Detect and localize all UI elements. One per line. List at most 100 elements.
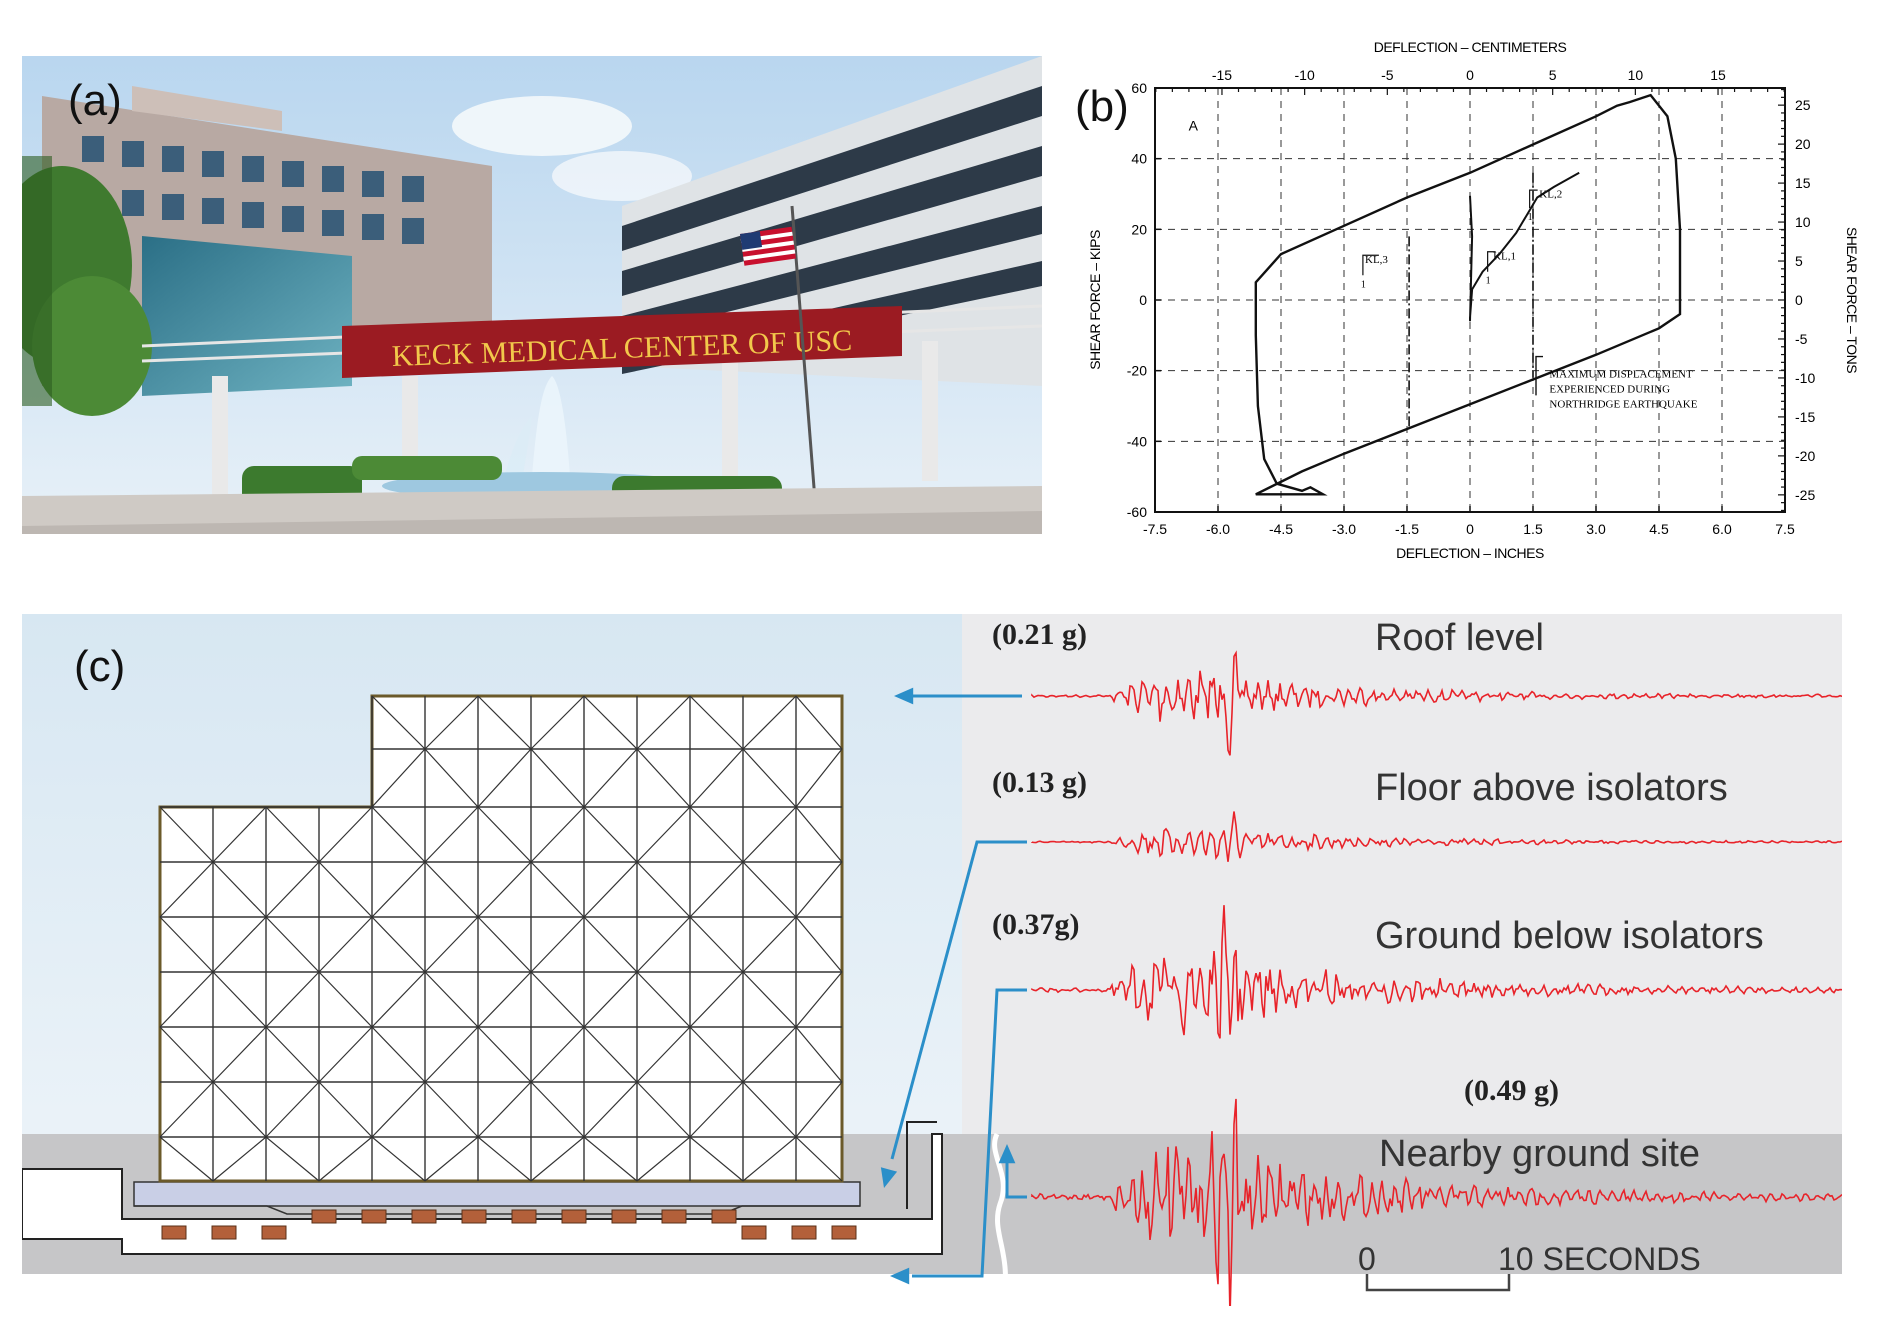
brace xyxy=(424,1136,479,1182)
brace xyxy=(636,971,691,1028)
x2-tick-label: -15 xyxy=(1212,67,1232,83)
y-tick-label: -20 xyxy=(1127,363,1147,379)
brace xyxy=(212,806,267,863)
trace-peak-ground-below: (0.37g) xyxy=(992,908,1079,941)
y2-tick-label: 10 xyxy=(1795,214,1811,230)
nearby-site-arrow xyxy=(1005,1162,1027,1199)
x2-tick-label: -10 xyxy=(1295,67,1315,83)
brace xyxy=(742,1136,797,1182)
brace xyxy=(371,695,426,750)
brace xyxy=(636,1136,691,1182)
brace xyxy=(583,1136,638,1182)
chart-ticks: -7.5 -6.0 -4.5 -3.0 -1.5 0 1.5 3.0 4.5 6.0 7.5 -60 -… xyxy=(1127,67,1816,537)
x2-tick-label: -5 xyxy=(1381,67,1394,83)
brace xyxy=(265,971,320,1028)
k-l1-label: KL,1 xyxy=(1493,250,1516,262)
brace xyxy=(424,1026,479,1083)
arrow-head xyxy=(880,1167,898,1188)
isolator-bearing xyxy=(611,1209,637,1224)
brace xyxy=(795,1136,843,1182)
brace xyxy=(424,916,479,973)
brace xyxy=(583,1081,638,1138)
sign-board xyxy=(342,306,902,378)
ground-crack xyxy=(992,1132,1008,1306)
brace xyxy=(636,1081,691,1138)
x-tick-label: 3.0 xyxy=(1586,521,1606,537)
y2-tick-label: 5 xyxy=(1795,253,1803,269)
brace xyxy=(795,1081,843,1138)
isolator-bearing xyxy=(791,1225,817,1240)
x2-tick-label: 5 xyxy=(1549,67,1557,83)
brace xyxy=(636,806,691,863)
fountain xyxy=(532,376,570,476)
slope-triangle xyxy=(1362,254,1379,276)
brace xyxy=(424,695,479,750)
trace-name-roof: Roof level xyxy=(1375,617,1544,659)
slope-unit-label: 1 xyxy=(1361,279,1366,290)
isolator-bearing xyxy=(311,1209,337,1224)
hospital-photo: KECK MEDICAL CENTER OF USC xyxy=(22,56,1042,534)
brace xyxy=(159,806,214,863)
brace xyxy=(583,695,638,750)
brace xyxy=(742,916,797,973)
brace xyxy=(689,1081,744,1138)
brace xyxy=(636,695,691,750)
y-axis-label: SHEAR FORCE – KIPS xyxy=(1087,230,1103,370)
x2-tick-label: 10 xyxy=(1628,67,1644,83)
brace xyxy=(318,1026,373,1083)
y2-tick-label: -15 xyxy=(1795,409,1815,425)
brace xyxy=(424,861,479,918)
isolator-bearing xyxy=(361,1209,387,1224)
brace xyxy=(689,861,744,918)
brace xyxy=(265,861,320,918)
brace xyxy=(530,1026,585,1083)
brace xyxy=(742,1026,797,1083)
brace xyxy=(583,861,638,918)
brace xyxy=(318,916,373,973)
brace xyxy=(477,806,532,863)
y2-tick-label: -5 xyxy=(1795,331,1808,347)
y2-tick-label: -10 xyxy=(1795,370,1815,386)
brace xyxy=(477,971,532,1028)
brace xyxy=(583,748,638,808)
glass-atrium xyxy=(142,236,352,396)
acceleration-trace xyxy=(1031,1098,1842,1306)
isolated-base-slab xyxy=(133,1181,861,1207)
y-tick-label: 40 xyxy=(1131,151,1147,167)
brace xyxy=(583,916,638,973)
brace xyxy=(318,1081,373,1138)
brace xyxy=(212,861,267,918)
brace xyxy=(530,748,585,808)
brace xyxy=(265,1026,320,1083)
panel-a-label: (a) xyxy=(68,76,122,125)
acceleration-trace xyxy=(1031,811,1842,862)
acceleration-trace xyxy=(1031,905,1842,1039)
panel-c-diagram: 0 10 SECONDS Roof level (0.21 g) Floor a… xyxy=(22,614,1842,1306)
brace xyxy=(742,971,797,1028)
brace xyxy=(530,1081,585,1138)
brace xyxy=(689,695,744,750)
isolator-bearing xyxy=(411,1209,437,1224)
brace xyxy=(371,1136,426,1182)
acceleration-traces xyxy=(1031,650,1842,1306)
annotation-line-2: EXPERIENCED DURING xyxy=(1549,384,1670,396)
isolator-bearing xyxy=(461,1209,487,1224)
panel-a-photo: KECK MEDICAL CENTER OF USC (a) xyxy=(22,56,1042,534)
brace xyxy=(530,806,585,863)
brace xyxy=(212,1026,267,1083)
hysteresis-chart-svg: -7.5 -6.0 -4.5 -3.0 -1.5 0 1.5 3.0 4.5 6.0 7.5 -60 -… xyxy=(1087,39,1860,561)
brace xyxy=(795,861,843,918)
brace xyxy=(318,1136,373,1182)
brace xyxy=(742,1081,797,1138)
hysteresis-loop-line xyxy=(1254,93,1682,496)
brace xyxy=(742,695,797,750)
brace xyxy=(530,861,585,918)
brace xyxy=(477,1026,532,1083)
ground-below-arrow xyxy=(912,988,1027,1278)
isolator-bearing xyxy=(831,1225,857,1240)
brace xyxy=(212,916,267,973)
x-tick-label: -3.0 xyxy=(1332,521,1356,537)
brace xyxy=(424,971,479,1028)
trace-name-nearby-site: Nearby ground site xyxy=(1379,1133,1700,1175)
slope-triangles: 1 1 1 xyxy=(1361,189,1538,290)
